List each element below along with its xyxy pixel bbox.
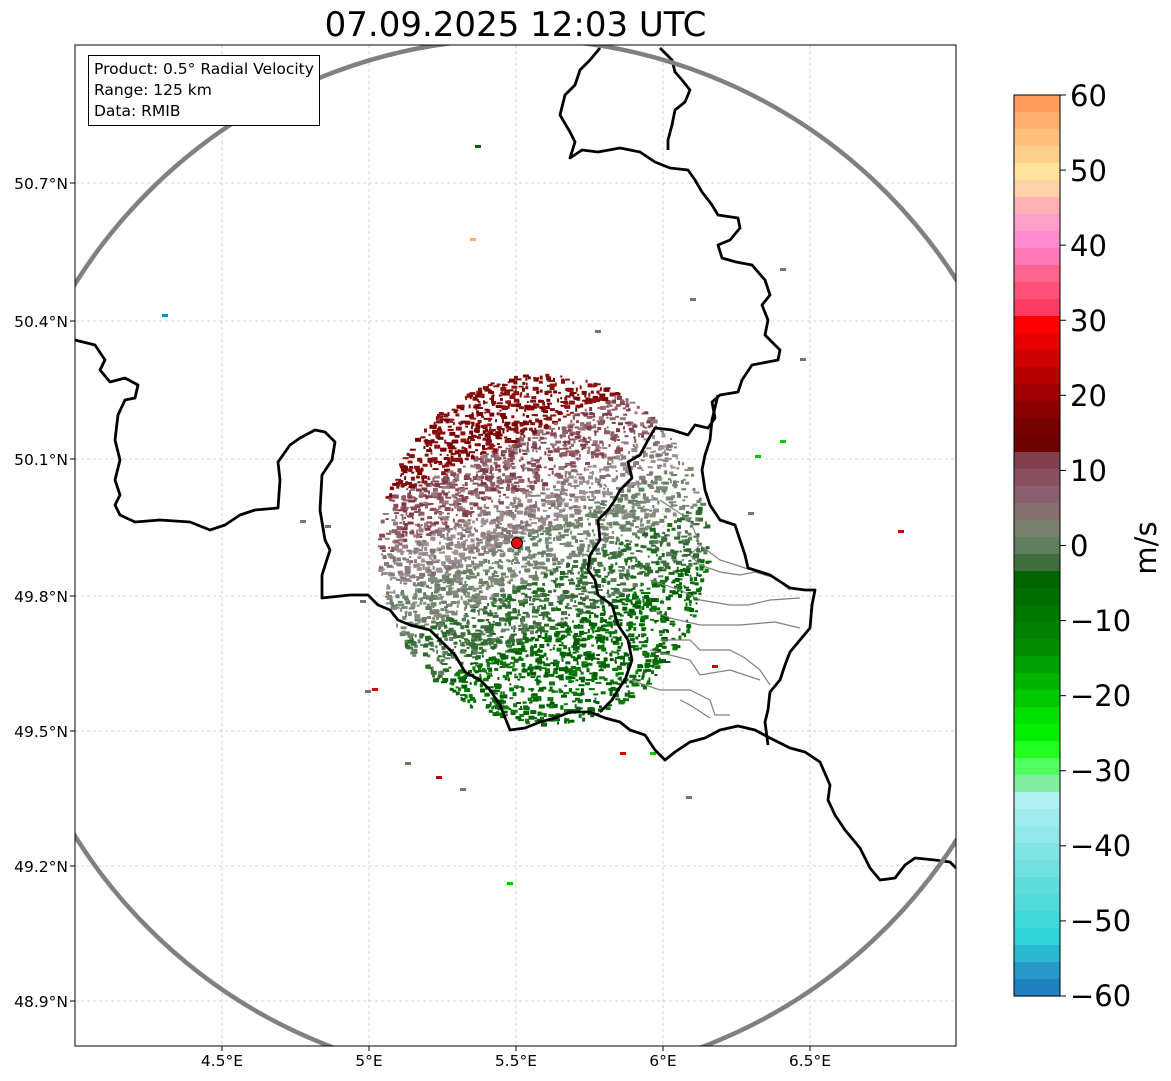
colorbar-segment	[1014, 741, 1060, 759]
colorbar-segment	[1014, 265, 1060, 283]
radar-echoes	[162, 145, 904, 885]
colorbar-tick-label: −30	[1070, 754, 1132, 788]
colorbar-tick-label: 60	[1070, 79, 1107, 113]
colorbar-segment	[1014, 520, 1060, 538]
colorbar-segment	[1014, 418, 1060, 436]
colorbar-tick-label: −60	[1070, 979, 1132, 1013]
colorbar-tick-label: −10	[1070, 604, 1132, 638]
colorbar-segment	[1014, 469, 1060, 487]
lon-tick-label: 5.5°E	[494, 1052, 538, 1070]
country-borders	[75, 47, 956, 882]
colorbar-tick-label: 50	[1070, 154, 1107, 188]
lon-tick-label: 6.5°E	[788, 1052, 832, 1070]
colorbar-segment	[1014, 333, 1060, 351]
colorbar-segment	[1014, 945, 1060, 963]
colorbar-segment	[1014, 894, 1060, 912]
colorbar-segment	[1014, 707, 1060, 725]
colorbar-segment	[1014, 860, 1060, 878]
colorbar-segment	[1014, 911, 1060, 929]
colorbar-segment	[1014, 95, 1060, 113]
colorbar-segment	[1014, 503, 1060, 521]
lat-tick-label: 48.9°N	[14, 993, 68, 1011]
colorbar-segment	[1014, 571, 1060, 589]
colorbar-tick-label: 10	[1070, 454, 1107, 488]
colorbar-segment	[1014, 928, 1060, 946]
lat-tick-label: 50.7°N	[14, 175, 68, 193]
colorbar-segment	[1014, 877, 1060, 895]
lat-tick-label: 50.1°N	[14, 451, 68, 469]
colorbar-segment	[1014, 843, 1060, 861]
colorbar-segment	[1014, 690, 1060, 708]
colorbar-segment	[1014, 537, 1060, 555]
lat-tick-label: 49.5°N	[14, 723, 68, 741]
colorbar	[1014, 94, 1066, 997]
colorbar-segment	[1014, 792, 1060, 810]
colorbar-segment	[1014, 146, 1060, 164]
colorbar-tick-label: 30	[1070, 304, 1107, 338]
colorbar-segment	[1014, 367, 1060, 385]
colorbar-tick-label: 0	[1070, 529, 1089, 563]
colorbar-segment	[1014, 588, 1060, 606]
colorbar-segment	[1014, 673, 1060, 691]
colorbar-segment	[1014, 112, 1060, 130]
colorbar-segment	[1014, 979, 1060, 997]
lat-tick-label: 49.8°N	[14, 588, 68, 606]
colorbar-segment	[1014, 384, 1060, 402]
colorbar-segment	[1014, 656, 1060, 674]
colorbar-segment	[1014, 350, 1060, 368]
colorbar-segment	[1014, 452, 1060, 470]
lat-tick-label: 50.4°N	[14, 313, 68, 331]
colorbar-segment	[1014, 809, 1060, 827]
lon-tick-label: 6°E	[649, 1052, 677, 1070]
lon-tick-label: 4.5°E	[200, 1052, 244, 1070]
colorbar-frame	[1013, 94, 1061, 997]
product-info-box: Product: 0.5° Radial Velocity Range: 125…	[88, 55, 320, 126]
colorbar-segment	[1014, 129, 1060, 147]
colorbar-segment	[1014, 622, 1060, 640]
colorbar-tick-label: 20	[1070, 379, 1107, 413]
colorbar-tick-label: −40	[1070, 829, 1132, 863]
colorbar-segment	[1014, 554, 1060, 572]
colorbar-segment	[1014, 401, 1060, 419]
province-borders	[629, 499, 801, 719]
colorbar-segment	[1014, 316, 1060, 334]
colorbar-segment	[1014, 163, 1060, 181]
colorbar-segment	[1014, 605, 1060, 623]
lat-tick-label: 49.2°N	[14, 858, 68, 876]
radar-site-marker	[511, 537, 523, 549]
colorbar-segment	[1014, 826, 1060, 844]
info-data-source: Data: RMIB	[94, 102, 181, 120]
colorbar-segment	[1014, 435, 1060, 453]
lon-tick-label: 5°E	[355, 1052, 383, 1070]
colorbar-segment	[1014, 180, 1060, 198]
range-ring	[75, 45, 956, 1046]
colorbar-segment	[1014, 775, 1060, 793]
colorbar-segment	[1014, 282, 1060, 300]
colorbar-tick-label: −50	[1070, 904, 1132, 938]
colorbar-segment	[1014, 486, 1060, 504]
colorbar-segment	[1014, 758, 1060, 776]
colorbar-segment	[1014, 248, 1060, 266]
colorbar-segment	[1014, 639, 1060, 657]
colorbar-segment	[1014, 724, 1060, 742]
colorbar-segment	[1014, 197, 1060, 215]
colorbar-tick-label: 40	[1070, 229, 1107, 263]
colorbar-segment	[1014, 214, 1060, 232]
colorbar-unit-label: m/s	[1129, 521, 1163, 575]
colorbar-segment	[1014, 299, 1060, 317]
colorbar-segment	[1014, 231, 1060, 249]
info-product: Product: 0.5° Radial Velocity	[94, 60, 314, 78]
info-range: Range: 125 km	[94, 81, 212, 99]
colorbar-tick-label: −20	[1070, 679, 1132, 713]
map-gridlines	[75, 45, 956, 1046]
colorbar-segment	[1014, 962, 1060, 980]
map-title: 07.09.2025 12:03 UTC	[324, 5, 707, 45]
